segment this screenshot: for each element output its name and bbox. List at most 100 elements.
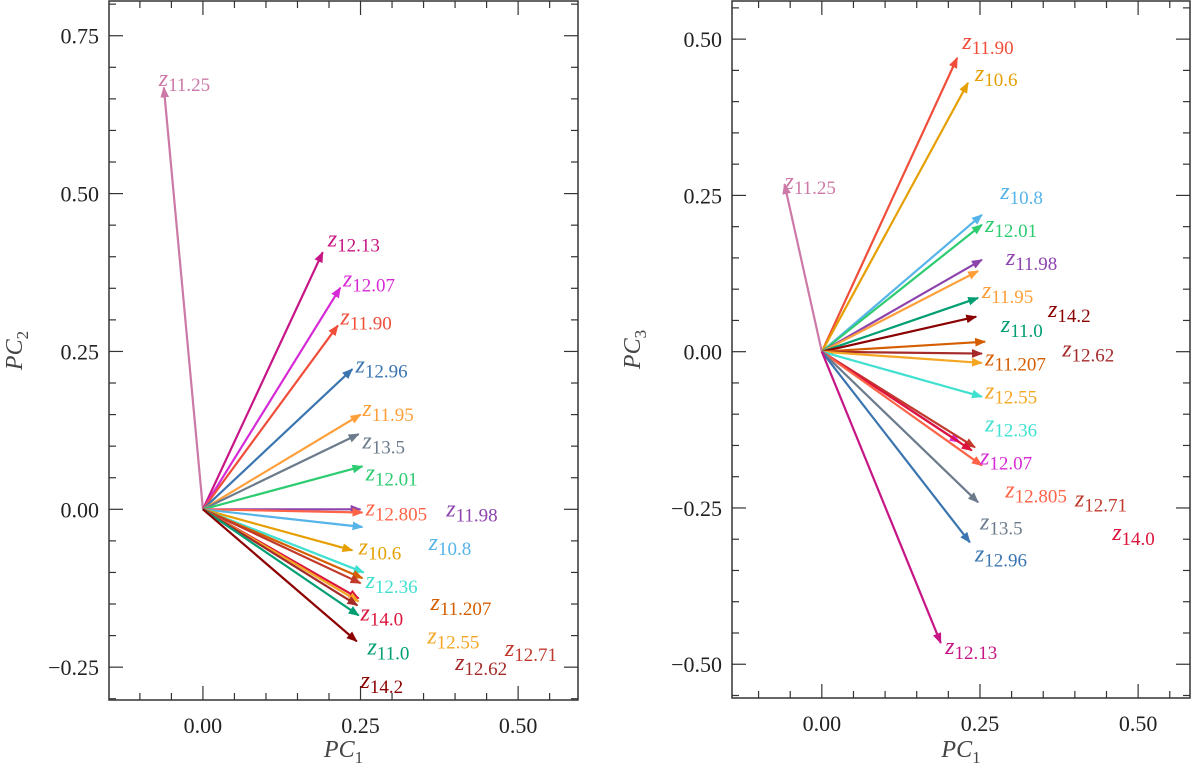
vector-label-12.36: z12.36 (984, 412, 1037, 442)
loading-vector-11.25 (160, 86, 205, 510)
vector-label-11.95: z11.95 (981, 278, 1033, 308)
vector-label-prefix: z (1111, 520, 1122, 546)
loading-vector-11.98 (821, 258, 983, 353)
x-tick-label: 0.00 (803, 711, 842, 736)
loading-vector-13.5 (202, 433, 360, 511)
vector-label-prefix: z (984, 379, 995, 405)
vector-label-subscript: 14.0 (1122, 529, 1155, 550)
vector-label-prefix: z (342, 267, 353, 293)
vector-label-subscript: 12.36 (375, 577, 418, 598)
vector-label-prefix: z (445, 497, 456, 523)
vector-label-subscript: 12.13 (955, 643, 998, 664)
vector-label-prefix: z (1000, 312, 1011, 338)
vector-label-prefix: z (1047, 297, 1058, 323)
loading-vector-12.55 (821, 350, 983, 367)
y-axis-title: PC3 (620, 330, 650, 370)
vector-label-12.805: z12.805 (1004, 477, 1067, 507)
loading-vector-11.95 (202, 413, 362, 511)
vector-label-subscript: 13.5 (372, 437, 405, 458)
vector-label-subscript: 11.25 (168, 75, 210, 96)
vector-label-subscript: 10.6 (984, 70, 1017, 91)
vector-label-prefix: z (961, 29, 972, 55)
vector-label-subscript: 11.0 (377, 643, 410, 664)
vector-label-prefix: z (365, 495, 376, 521)
vector-label-subscript: 10.6 (368, 543, 401, 564)
loading-vector-11.25 (782, 183, 823, 352)
vector-label-10.8: z10.8 (428, 530, 472, 560)
loading-vector-12.07 (201, 286, 342, 510)
vector-label-12.96: z12.96 (974, 541, 1027, 571)
loading-vector-11.95 (821, 270, 980, 353)
vector-label-subscript: 12.07 (352, 276, 395, 297)
vector-label-prefix: z (979, 444, 990, 470)
vector-label-prefix: z (339, 305, 350, 331)
chart-panel-2: 0.00 0.25 0.50 −0.50 −0.25 0.00 0.25 0.50 PC1 PC3… (620, 0, 1191, 767)
vector-label-subscript: 12.62 (464, 659, 507, 680)
vector-label-prefix: z (1074, 486, 1085, 512)
loading-vector-13.5 (821, 350, 979, 504)
vector-label-subscript: 10.8 (438, 539, 471, 560)
y-tick-label: −0.50 (671, 652, 722, 677)
vector-label-11.0: z11.0 (1000, 312, 1043, 342)
vector-label-14.2: z14.2 (1047, 297, 1091, 327)
loading-vector-12.36 (821, 350, 983, 399)
vector-label-prefix: z (361, 396, 372, 422)
x-tick-label: 0.50 (499, 713, 538, 738)
vector-label-11.0: z11.0 (366, 634, 409, 664)
loading-vector-14.2 (202, 508, 358, 643)
vector-label-12.55: z12.55 (426, 623, 479, 653)
chart-panel-1: 0.00 0.25 0.50 −0.25 0.00 0.25 0.50 0.75 PC1 PC2 z… (2, 0, 579, 767)
vector-label-12.71: z12.71 (504, 636, 557, 666)
vector-label-subscript: 11.95 (372, 405, 414, 426)
vector-label-10.6: z10.6 (358, 534, 402, 564)
vector-label-subscript: 11.98 (1015, 254, 1057, 275)
x-axis-title: PC1 (940, 737, 980, 767)
vector-label-12.805: z12.805 (365, 495, 428, 525)
vector-label-prefix: z (981, 278, 992, 304)
x-axis-title-subscript: 1 (972, 748, 981, 767)
vector-label-subscript: 12.55 (437, 632, 480, 653)
vector-label-subscript: 11.0 (1010, 321, 1043, 342)
vector-label-12.55: z12.55 (984, 379, 1037, 409)
vector-label-12.01: z12.01 (984, 212, 1037, 242)
vector-label-12.62: z12.62 (1061, 336, 1114, 366)
loading-vector-14.2 (821, 314, 978, 353)
vector-label-prefix: z (984, 412, 995, 438)
vector-label-prefix: z (784, 169, 795, 195)
vector-label-subscript: 12.62 (1072, 345, 1115, 366)
loading-vector-12.805 (821, 350, 983, 467)
loading-vector-11.90 (820, 56, 959, 353)
loading-vector-10.6 (820, 81, 969, 353)
vector-label-prefix: z (358, 534, 369, 560)
vector-label-prefix: z (999, 179, 1010, 205)
vector-label-subscript: 11.95 (991, 287, 1033, 308)
vector-label-subscript: 12.805 (375, 504, 427, 525)
vector-label-prefix: z (1005, 245, 1016, 271)
vector-label-prefix: z (974, 61, 985, 87)
vector-label-12.71: z12.71 (1074, 486, 1127, 516)
loading-vector-12.71 (202, 508, 362, 585)
vector-label-12.07: z12.07 (979, 444, 1032, 474)
vector-label-11.25: z11.25 (784, 169, 836, 199)
loading-vector-11.207 (821, 337, 987, 353)
vector-label-prefix: z (354, 353, 365, 379)
vector-label-subscript: 11.90 (972, 38, 1014, 59)
vector-label-11.98: z11.98 (1005, 245, 1057, 275)
vector-label-subscript: 11.207 (994, 354, 1046, 375)
vector-label-subscript: 10.8 (1010, 188, 1043, 209)
vector-label-11.95: z11.95 (361, 396, 413, 426)
loading-vector-12.62 (202, 508, 359, 607)
loading-vector-10.8 (202, 508, 364, 531)
vector-label-subscript: 12.805 (1015, 486, 1067, 507)
loading-vector-12.13 (820, 351, 942, 645)
loading-vector-12.96 (202, 368, 354, 511)
vector-label-11.207: z11.207 (429, 590, 491, 620)
vector-label-subscript: 13.5 (989, 518, 1022, 539)
vector-label-11.25: z11.25 (158, 66, 210, 96)
vector-label-subscript: 12.01 (994, 221, 1037, 242)
y-tick-label: 0.00 (684, 340, 723, 365)
vector-label-10.6: z10.6 (974, 61, 1018, 91)
vector-label-12.13: z12.13 (944, 634, 997, 664)
vector-label-prefix: z (504, 636, 515, 662)
loading-vector-12.13 (201, 251, 324, 510)
